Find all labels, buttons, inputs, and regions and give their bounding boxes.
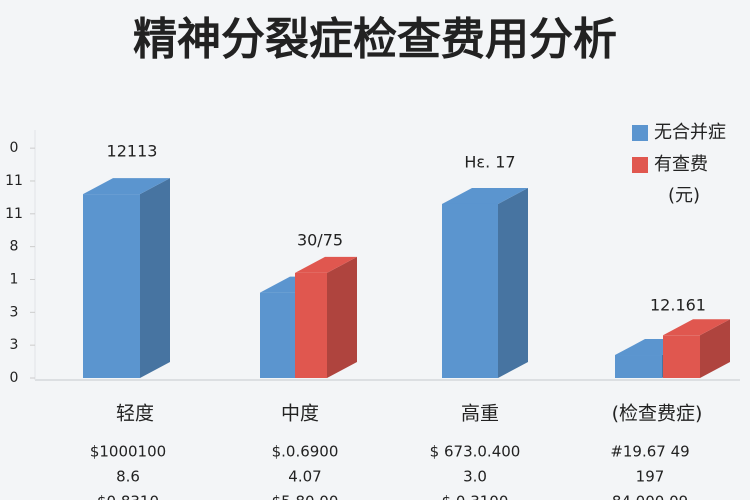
bar-side (140, 178, 170, 378)
annotation: 12.161 (650, 296, 706, 315)
bar (442, 203, 498, 378)
footer-value: 4.07 (288, 468, 321, 486)
footer-value: 84.000.09 (612, 493, 688, 500)
footer-value: #19.67 49 (610, 443, 689, 461)
footer-value: $ 673.0.400 (430, 443, 521, 461)
footer-value: 197 (636, 468, 665, 486)
annotation: Hε. 17 (464, 153, 515, 172)
legend-label: 有查费 (654, 154, 708, 175)
annotation: 30/75 (297, 231, 343, 250)
footer-value: $.0.6900 (272, 443, 339, 461)
bar-side (498, 187, 528, 378)
footer-value: 8.6 (116, 468, 140, 486)
bar-top (295, 256, 357, 273)
chart-title: 精神分裂症检查费用分析 (133, 14, 617, 65)
annotation: 12113 (107, 142, 158, 161)
x-tick-label: 轻度 (116, 403, 154, 425)
bar (83, 194, 140, 378)
footer-value: 3.0 (463, 468, 487, 486)
y-tick-label: 0 (10, 140, 19, 156)
footer-value: $5.80.00 (272, 493, 339, 500)
bar (663, 335, 700, 378)
x-tick-label: 高重 (461, 403, 499, 425)
x-tick-label: (检查费症) (612, 403, 703, 425)
x-tick-label: 中度 (281, 403, 319, 425)
y-tick-label: 11 (5, 206, 23, 222)
bar-side (327, 256, 357, 378)
legend-swatch (632, 125, 648, 141)
bar-top (83, 178, 170, 195)
bar-top (442, 187, 528, 204)
y-tick-label: 1 (10, 271, 19, 287)
y-tick-label: 11 (5, 173, 23, 189)
y-tick-label: 8 (10, 239, 19, 255)
y-tick-label: 3 (10, 337, 19, 353)
footer-value: $0.8310 (97, 493, 159, 500)
y-tick-label: 0 (10, 370, 19, 386)
footer-value: $1000100 (90, 443, 166, 461)
bar-side (700, 319, 730, 378)
bar-top (663, 319, 730, 336)
bar (615, 355, 662, 378)
legend-label: 无合并症 (654, 122, 726, 143)
y-tick-label: 3 (10, 304, 19, 320)
bar (295, 272, 327, 378)
legend-swatch (632, 157, 648, 173)
footer-value: $ 0.3100 (442, 493, 509, 500)
legend-note: (元) (668, 185, 700, 206)
